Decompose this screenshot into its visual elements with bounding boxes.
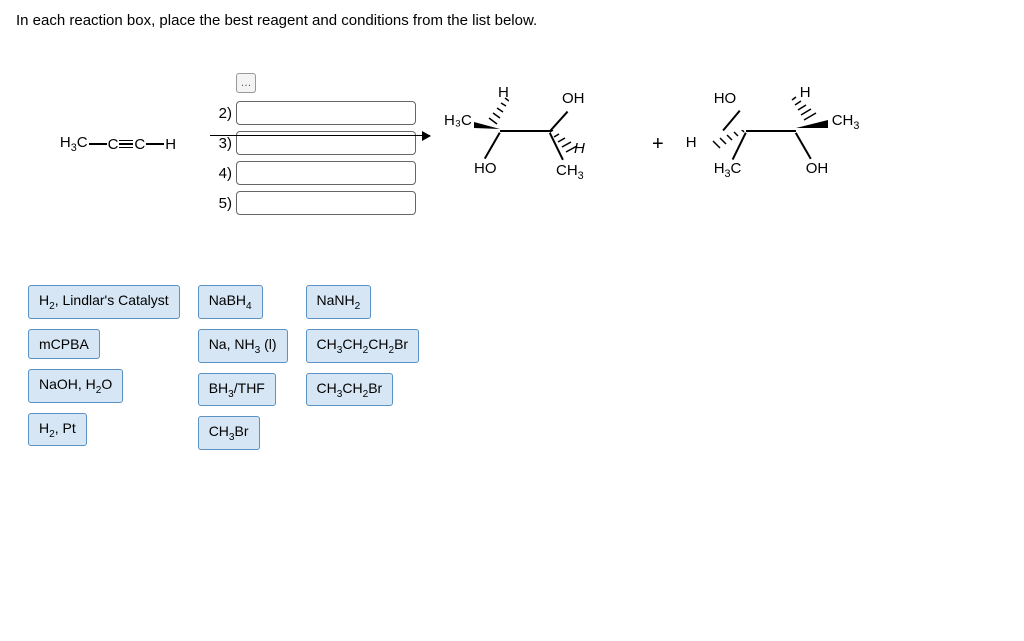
atom-label: H <box>686 134 697 151</box>
step-label: 4) <box>214 165 232 182</box>
reagent-tile[interactable]: H2, Pt <box>28 413 87 447</box>
bond <box>722 110 740 131</box>
product-a: H OH H₃C HO <box>444 84 644 204</box>
atom-label: HO <box>474 160 497 177</box>
reagent-tile[interactable]: BH3/THF <box>198 373 276 407</box>
atom-label: H3C <box>714 160 742 180</box>
reagent-tile[interactable]: NaBH4 <box>198 285 263 319</box>
reagent-tile[interactable]: CH3Br <box>198 416 260 450</box>
reaction-arrow <box>210 135 430 136</box>
reagent-tile[interactable]: H2, Lindlar's Catalyst <box>28 285 180 319</box>
solid-wedge <box>796 118 832 132</box>
reagent-col: NaBH4 Na, NH3 (l) BH3/THF CH3Br <box>198 285 288 450</box>
propyne-structure: H3C C C H <box>60 134 176 154</box>
reagent-tile[interactable]: mCPBA <box>28 329 100 359</box>
starting-material: H3C C C H <box>28 134 208 154</box>
reagent-tile[interactable]: CH3CH2Br <box>306 373 394 407</box>
reagent-dropbox-4[interactable] <box>236 161 416 185</box>
reagent-tile[interactable]: Na, NH3 (l) <box>198 329 288 363</box>
bond <box>795 132 811 159</box>
atom-label: CH3 <box>832 112 860 132</box>
atom-label: OH <box>562 90 585 107</box>
atom-label: H <box>574 140 585 157</box>
step-label: 2) <box>214 105 232 122</box>
atom-label: H3C <box>60 134 88 154</box>
step-row: 2) <box>214 101 416 125</box>
step-row: 5) <box>214 191 416 215</box>
bond <box>484 132 500 159</box>
reagent-steps: … 2) 3) 4) 5) <box>214 73 416 215</box>
reagent-tile[interactable]: CH3CH2CH2Br <box>306 329 420 363</box>
triple-bond <box>119 140 133 148</box>
single-bond <box>89 143 107 145</box>
reagent-dropbox-2[interactable] <box>236 101 416 125</box>
step-label: 5) <box>214 195 232 212</box>
atom-label: H₃C <box>444 112 472 129</box>
reagent-bank: H2, Lindlar's Catalyst mCPBA NaOH, H2O H2, … <box>28 285 1008 450</box>
prompt-text: In each reaction box, place the best rea… <box>16 12 1008 29</box>
reagent-col: NaNH2 CH3CH2CH2Br CH3CH2Br <box>306 285 420 450</box>
atom-label: OH <box>806 160 829 177</box>
reaction-scheme: H3C C C H … 2) 3) 4) 5) H <box>28 73 1008 215</box>
plus-sign: + <box>652 133 664 156</box>
bond <box>500 130 550 132</box>
step-row: 4) <box>214 161 416 185</box>
products: H OH H₃C HO <box>444 84 872 204</box>
atom-label: C <box>134 136 145 153</box>
atom-label: H <box>165 136 176 153</box>
hint-icon[interactable]: … <box>236 73 256 93</box>
step-label: 3) <box>214 135 232 152</box>
bond <box>549 111 568 131</box>
atom-label: C <box>108 136 119 153</box>
atom-label: CH3 <box>556 162 584 182</box>
reagent-col: H2, Lindlar's Catalyst mCPBA NaOH, H2O H2, … <box>28 285 180 450</box>
reagent-tile[interactable]: NaNH2 <box>306 285 372 319</box>
reagent-tile[interactable]: NaOH, H2O <box>28 369 123 403</box>
bond <box>746 130 796 132</box>
single-bond <box>146 143 164 145</box>
reagent-dropbox-5[interactable] <box>236 191 416 215</box>
atom-label: HO <box>714 90 737 107</box>
product-b: HO H CH3 <box>672 84 872 204</box>
